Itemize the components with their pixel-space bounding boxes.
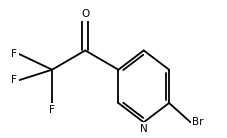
Text: F: F [11, 75, 17, 85]
Text: N: N [140, 124, 148, 134]
Text: Br: Br [192, 117, 204, 127]
Text: F: F [11, 49, 17, 59]
Text: O: O [81, 9, 89, 19]
Text: F: F [49, 105, 55, 115]
